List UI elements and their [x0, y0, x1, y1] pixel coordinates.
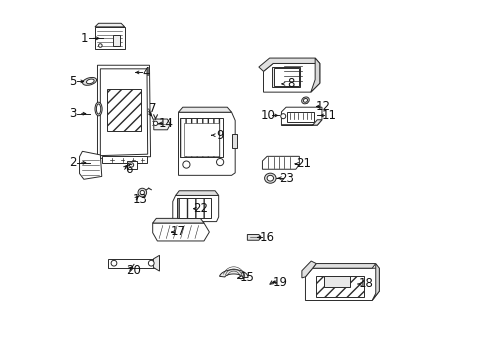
Polygon shape [178, 112, 235, 175]
Polygon shape [107, 259, 158, 267]
Ellipse shape [303, 99, 307, 102]
Ellipse shape [301, 97, 308, 104]
Ellipse shape [95, 102, 102, 116]
Circle shape [129, 163, 133, 167]
Circle shape [153, 121, 158, 126]
Text: 23: 23 [279, 172, 294, 185]
Polygon shape [301, 261, 316, 278]
Bar [286, 112, 313, 122]
Text: 5: 5 [69, 75, 77, 88]
Ellipse shape [266, 175, 273, 181]
Circle shape [111, 260, 117, 266]
Text: 16: 16 [259, 231, 274, 244]
Polygon shape [231, 134, 236, 148]
Polygon shape [258, 58, 319, 71]
Text: 19: 19 [272, 276, 287, 289]
Text: 14: 14 [159, 117, 173, 130]
Ellipse shape [264, 173, 276, 183]
Bar [315, 276, 364, 297]
Text: 18: 18 [358, 278, 373, 291]
Text: 15: 15 [240, 271, 254, 284]
Polygon shape [97, 65, 150, 158]
Polygon shape [262, 156, 299, 169]
Polygon shape [95, 27, 124, 49]
Bar [113, 35, 120, 45]
Polygon shape [172, 195, 218, 222]
Circle shape [183, 161, 190, 168]
Polygon shape [175, 191, 218, 195]
Circle shape [280, 114, 285, 119]
Text: 17: 17 [170, 225, 185, 238]
Circle shape [148, 260, 154, 266]
Text: 13: 13 [133, 193, 148, 206]
Polygon shape [305, 268, 379, 301]
Circle shape [140, 190, 144, 195]
Polygon shape [219, 270, 247, 278]
Text: 2: 2 [69, 156, 77, 169]
Polygon shape [281, 120, 321, 125]
Polygon shape [247, 234, 261, 240]
Bar [274, 68, 298, 86]
Text: 11: 11 [321, 109, 336, 122]
Polygon shape [371, 264, 379, 301]
Polygon shape [310, 58, 319, 92]
Bar [180, 118, 222, 157]
Bar [272, 67, 300, 87]
Text: 22: 22 [193, 202, 208, 215]
Text: 12: 12 [315, 100, 330, 113]
Polygon shape [152, 219, 203, 223]
Text: 21: 21 [296, 157, 310, 170]
Polygon shape [80, 151, 102, 179]
Circle shape [216, 158, 223, 166]
Polygon shape [153, 255, 159, 271]
Polygon shape [152, 223, 209, 241]
Polygon shape [153, 119, 170, 130]
Bar [126, 161, 136, 169]
Polygon shape [281, 107, 321, 125]
Polygon shape [312, 264, 375, 268]
Ellipse shape [96, 104, 101, 114]
Bar [183, 123, 219, 156]
Text: 7: 7 [149, 103, 157, 116]
Text: 9: 9 [216, 129, 224, 142]
Text: 4: 4 [142, 66, 149, 79]
Text: 20: 20 [126, 264, 141, 277]
Bar [323, 276, 350, 287]
Text: 8: 8 [287, 77, 294, 90]
Ellipse shape [86, 79, 94, 84]
Polygon shape [100, 69, 147, 156]
Text: 1: 1 [81, 32, 88, 45]
Polygon shape [263, 63, 319, 92]
Text: 6: 6 [125, 163, 133, 176]
Text: 3: 3 [69, 107, 77, 120]
Text: 10: 10 [260, 109, 275, 122]
Ellipse shape [82, 77, 96, 85]
Circle shape [99, 44, 102, 47]
Polygon shape [102, 156, 147, 163]
Polygon shape [95, 23, 124, 27]
Bar [177, 198, 211, 218]
Polygon shape [178, 107, 231, 112]
Circle shape [138, 188, 146, 197]
Bar [107, 89, 141, 131]
